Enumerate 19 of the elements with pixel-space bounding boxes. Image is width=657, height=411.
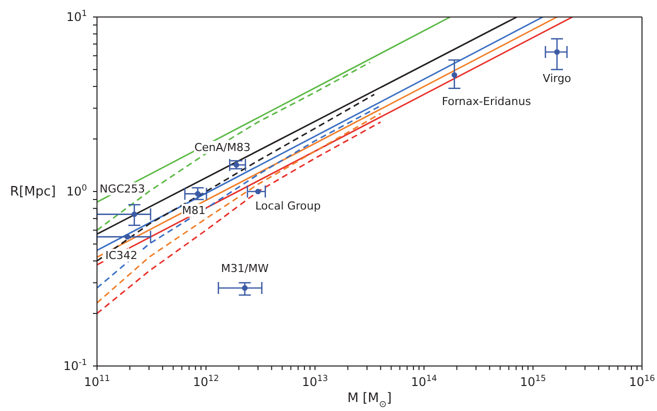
y-tick-label: 10$^{-1}$	[63, 357, 87, 373]
annotation: Local Group	[255, 200, 321, 212]
y-tick-label: 10$^{1}$	[66, 8, 87, 24]
x-tick-label: 10$^{14}$	[411, 373, 437, 389]
x-tick-label: 10$^{13}$	[302, 373, 328, 389]
annotation: CenA/M83	[194, 140, 250, 154]
y-axis-title: R[Mpc]	[10, 184, 56, 200]
y-tick-label: 10$^{0}$	[66, 182, 87, 198]
x-axis-title: M [M$_{⊙}$]	[347, 391, 392, 410]
annotation: Virgo	[542, 72, 572, 86]
annotation: M81	[182, 204, 206, 217]
x-tick-label: 10$^{16}$	[629, 373, 655, 389]
annotation: M31/MW	[221, 262, 269, 275]
annotation: IC342	[105, 248, 138, 262]
x-tick-label: 10$^{12}$	[193, 373, 219, 389]
annotation: Fornax-Eridanus	[442, 95, 532, 108]
x-tick-label: 10$^{11}$	[84, 373, 110, 389]
x-tick-label: 10$^{15}$	[520, 373, 546, 389]
annotation: NGC253	[100, 182, 146, 196]
